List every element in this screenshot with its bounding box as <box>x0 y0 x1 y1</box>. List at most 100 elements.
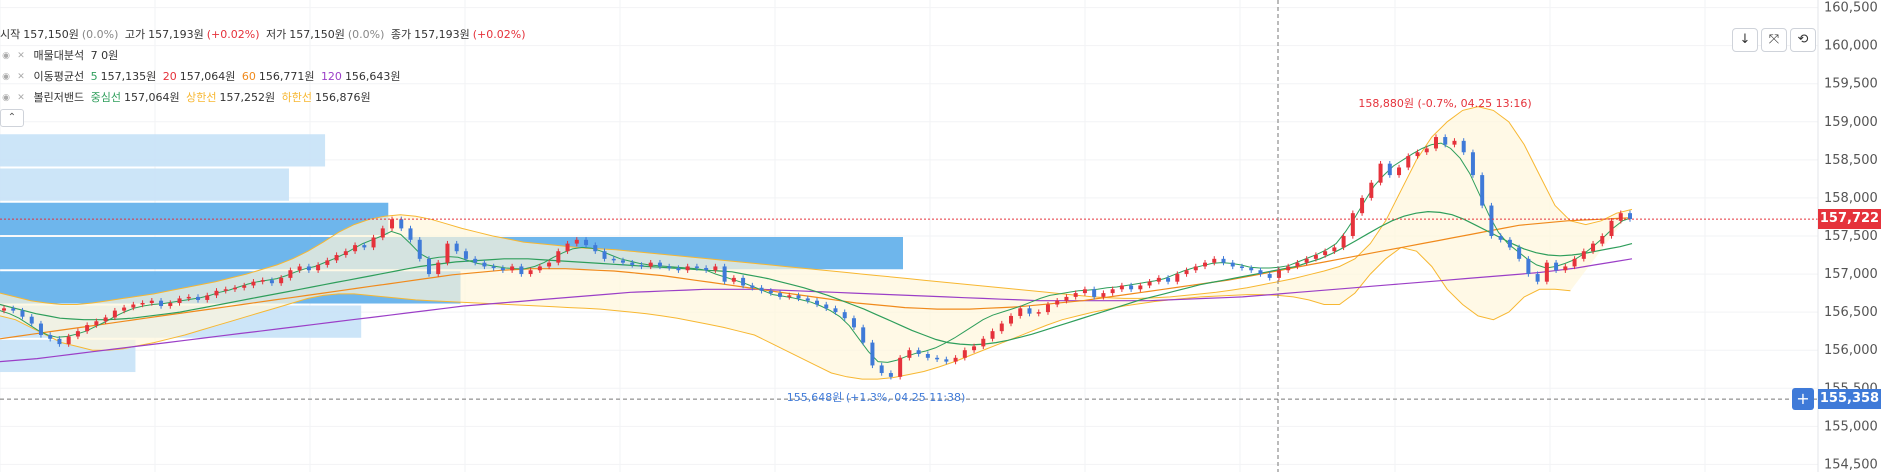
y-tick-label: 156,500 <box>1824 305 1878 320</box>
indicator-row-moving-average: ◉ ✕ 이동평균선 5 157,135원 20 157,064원 60 156,771원… <box>0 69 404 85</box>
candle-body <box>972 346 977 351</box>
candle-body <box>417 239 422 259</box>
candle-body <box>1156 277 1161 282</box>
ma20-value: 157,064원 <box>179 70 236 83</box>
candle-body <box>1212 258 1217 263</box>
candle-body <box>473 258 478 263</box>
candle-body <box>140 302 145 305</box>
close-icon[interactable]: ✕ <box>17 93 25 103</box>
candle-body <box>1563 266 1568 271</box>
indicator-name: 볼린저밴드 <box>33 91 85 104</box>
candle-body <box>833 308 838 313</box>
ma60-period: 60 <box>241 70 256 83</box>
candle-body <box>1101 293 1106 297</box>
eye-icon[interactable]: ◉ <box>2 93 10 103</box>
candle-body <box>29 316 34 324</box>
candle-body <box>990 331 995 339</box>
candle-body <box>242 285 247 288</box>
candle-body <box>1249 267 1254 271</box>
candle-body <box>1193 266 1198 271</box>
candle-body <box>584 239 589 246</box>
indicator-name: 매물대분석 <box>33 49 85 62</box>
candle-body <box>1258 270 1263 275</box>
candle-body <box>223 289 228 291</box>
candle-body <box>1618 213 1623 221</box>
y-tick-label: 158,500 <box>1824 153 1878 168</box>
candle-body <box>1600 236 1605 244</box>
candle-body <box>861 327 866 343</box>
candle-body <box>805 298 810 301</box>
candle-body <box>879 365 884 374</box>
candle-body <box>925 354 930 358</box>
candle-body <box>611 258 616 261</box>
candle-body <box>1443 137 1448 145</box>
candle-body <box>48 334 53 339</box>
candle-body <box>371 237 376 248</box>
candle-body <box>168 302 173 307</box>
eye-icon[interactable]: ◉ <box>2 51 10 61</box>
chart-grid <box>0 0 1818 472</box>
collapse-legend-button[interactable]: ⌃ <box>0 109 24 127</box>
candle-body <box>981 338 986 347</box>
download-button[interactable]: ↓ <box>1732 28 1758 52</box>
candle-body <box>1092 289 1097 297</box>
eye-icon[interactable]: ◉ <box>2 72 10 82</box>
candle-body <box>1406 156 1411 168</box>
ma120-period: 120 <box>320 70 342 83</box>
candle-body <box>2 308 6 311</box>
candle-body <box>232 287 237 290</box>
candle-body <box>999 323 1004 332</box>
candle-body <box>1119 285 1124 290</box>
candle-body <box>1572 258 1577 267</box>
candle-body <box>547 262 552 267</box>
candle-body <box>602 251 607 259</box>
candle-body <box>1323 251 1328 256</box>
candle-body <box>694 266 699 268</box>
candle-body <box>1009 315 1014 324</box>
collapse-all-button[interactable]: ⤧ <box>1761 28 1787 52</box>
candle-body <box>1470 152 1475 176</box>
candle-body <box>1489 205 1494 236</box>
candle-body <box>657 262 662 267</box>
volume-profile-bar <box>0 168 289 201</box>
bollinger-fill <box>0 106 1632 380</box>
candle-body <box>1018 308 1023 316</box>
ma60-line <box>0 217 1633 340</box>
y-tick-label: 159,500 <box>1824 77 1878 92</box>
high-label: 고가 <box>124 28 146 41</box>
candle-body <box>103 317 108 322</box>
ma60-value: 156,771원 <box>258 70 315 83</box>
candle-body <box>731 277 736 282</box>
candle-body <box>713 266 718 271</box>
ohlc-legend: 시작 157,150원 (0.0%) 고가 157,193원 (+0.02%) 저가 15… <box>0 27 529 43</box>
bollinger-upper-value: 157,252원 <box>219 91 276 104</box>
candle-body <box>436 262 441 275</box>
candle-body <box>1397 167 1402 176</box>
y-axis: 154,500155,000155,500156,000156,500157,0… <box>1817 0 1878 472</box>
candle-body <box>1544 262 1549 282</box>
candle-body <box>399 219 404 229</box>
candle-body <box>1369 182 1374 198</box>
low-label: 저가 <box>266 28 287 41</box>
bollinger-bands <box>0 106 1633 380</box>
y-tick-label: 160,500 <box>1824 1 1878 16</box>
candle-body <box>408 228 413 240</box>
candle-body <box>1628 213 1632 220</box>
bollinger-mid-value: 157,064원 <box>123 91 180 104</box>
candle-body <box>269 280 274 284</box>
candle-body <box>1276 270 1281 278</box>
candle-body <box>1526 258 1531 275</box>
crosshair-price-tag: 155,358 <box>1818 389 1881 410</box>
candle-body <box>1073 293 1078 297</box>
refresh-button[interactable]: ⟲ <box>1790 28 1816 52</box>
high-change: (+0.02%) <box>206 28 260 41</box>
open-value: 157,150원 <box>23 28 79 41</box>
candle-body <box>1452 140 1457 145</box>
candle-body <box>1424 148 1429 153</box>
close-icon[interactable]: ✕ <box>17 72 25 82</box>
add-alert-button[interactable]: + <box>1792 388 1814 411</box>
y-tick-label: 155,000 <box>1824 419 1878 434</box>
candle-body <box>75 331 80 337</box>
close-icon[interactable]: ✕ <box>17 51 25 61</box>
